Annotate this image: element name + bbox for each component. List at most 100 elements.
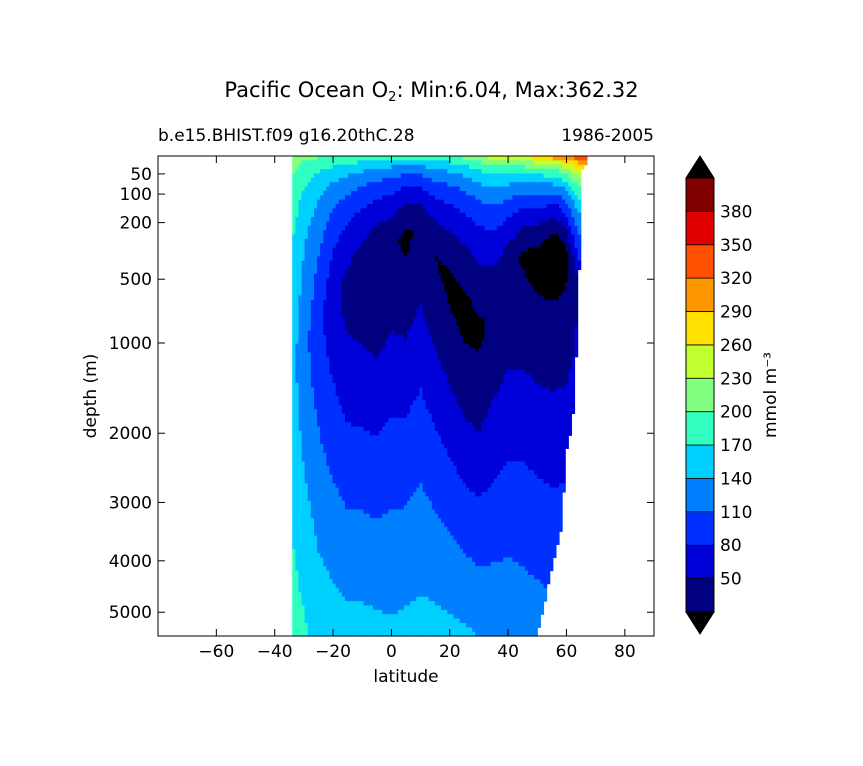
o2-cell — [338, 247, 343, 253]
o2-cell — [320, 404, 324, 410]
o2-cell — [375, 378, 380, 384]
o2-cell — [413, 321, 417, 327]
o2-cell — [341, 522, 346, 528]
o2-cell — [391, 426, 396, 432]
o2-cell — [295, 496, 300, 502]
o2-cell — [317, 439, 321, 445]
o2-cell — [295, 426, 300, 432]
o2-cell — [320, 544, 324, 550]
o2-cell — [301, 400, 306, 406]
o2-cell — [413, 601, 417, 607]
o2-cell — [313, 505, 318, 511]
o2-cell — [341, 430, 346, 436]
o2-cell — [323, 487, 327, 493]
o2-cell — [410, 260, 414, 266]
o2-cell — [385, 221, 389, 227]
o2-cell — [403, 334, 408, 340]
o2-cell — [338, 535, 343, 541]
o2-cell — [295, 204, 300, 209]
o2-cell — [335, 304, 340, 310]
o2-cell — [394, 195, 399, 201]
o2-cell — [382, 579, 386, 585]
o2-cell — [351, 225, 355, 231]
o2-cell — [406, 631, 411, 637]
o2-cell — [388, 526, 393, 532]
o2-cell — [388, 217, 393, 223]
o2-cell — [323, 391, 327, 397]
o2-cell — [344, 583, 349, 589]
o2-cell — [357, 452, 362, 458]
o2-cell — [385, 487, 389, 493]
o2-cell — [354, 396, 358, 401]
o2-cell — [375, 474, 380, 480]
o2-cell — [317, 579, 321, 585]
o2-cell — [391, 409, 396, 415]
o2-cell — [394, 513, 399, 519]
o2-cell — [388, 509, 393, 515]
o2-cell — [298, 256, 303, 262]
o2-cell — [375, 300, 380, 305]
o2-cell — [335, 535, 340, 541]
o2-cell — [382, 570, 386, 576]
o2-cell — [304, 570, 309, 576]
o2-cell — [391, 313, 396, 319]
o2-cell — [369, 230, 374, 236]
o2-cell — [307, 596, 312, 602]
o2-cell — [354, 596, 358, 602]
o2-cell — [413, 291, 417, 297]
o2-cell — [341, 382, 346, 388]
o2-cell — [413, 531, 417, 537]
o2-cell — [338, 225, 343, 231]
o2-cell — [326, 566, 331, 572]
o2-cell — [388, 369, 393, 375]
o2-cell — [351, 496, 355, 502]
o2-cell — [379, 387, 383, 393]
o2-cell — [416, 596, 420, 602]
o2-cell — [375, 614, 380, 620]
o2-cell — [400, 540, 405, 545]
o2-cell — [351, 273, 355, 279]
o2-cell — [410, 208, 414, 214]
o2-cell — [375, 321, 380, 327]
o2-cell — [310, 404, 315, 410]
o2-cell — [335, 622, 340, 628]
o2-cell — [400, 352, 405, 358]
o2-cell — [344, 601, 349, 607]
o2-cell — [375, 400, 380, 406]
o2-cell — [357, 396, 362, 401]
o2-cell — [410, 457, 414, 463]
o2-cell — [320, 400, 324, 406]
o2-cell — [382, 609, 386, 615]
o2-cell — [317, 308, 321, 314]
o2-cell — [344, 195, 349, 201]
o2-cell — [400, 553, 405, 559]
o2-cell — [313, 631, 318, 637]
o2-cell — [400, 234, 405, 240]
o2-cell — [317, 518, 321, 524]
o2-cell — [326, 588, 331, 593]
o2-cell — [338, 273, 343, 279]
o2-cell — [375, 413, 380, 419]
o2-cell — [357, 243, 362, 249]
o2-cell — [338, 500, 343, 506]
o2-cell — [329, 592, 334, 598]
o2-cell — [348, 199, 352, 205]
o2-cell — [320, 461, 324, 467]
o2-cell — [406, 225, 411, 231]
o2-cell — [292, 291, 296, 297]
o2-cell — [298, 409, 303, 415]
o2-cell — [354, 579, 358, 585]
o2-cell — [301, 622, 306, 628]
o2-cell — [310, 457, 315, 463]
o2-cell — [413, 199, 417, 205]
o2-cell — [419, 513, 424, 519]
o2-cell — [351, 295, 355, 301]
o2-cell — [344, 317, 349, 323]
o2-cell — [410, 579, 414, 585]
o2-cell — [363, 618, 368, 624]
o2-cell — [341, 561, 346, 567]
o2-cell — [344, 413, 349, 419]
o2-cell — [354, 339, 358, 345]
o2-cell — [304, 553, 309, 559]
o2-cell — [313, 212, 318, 218]
